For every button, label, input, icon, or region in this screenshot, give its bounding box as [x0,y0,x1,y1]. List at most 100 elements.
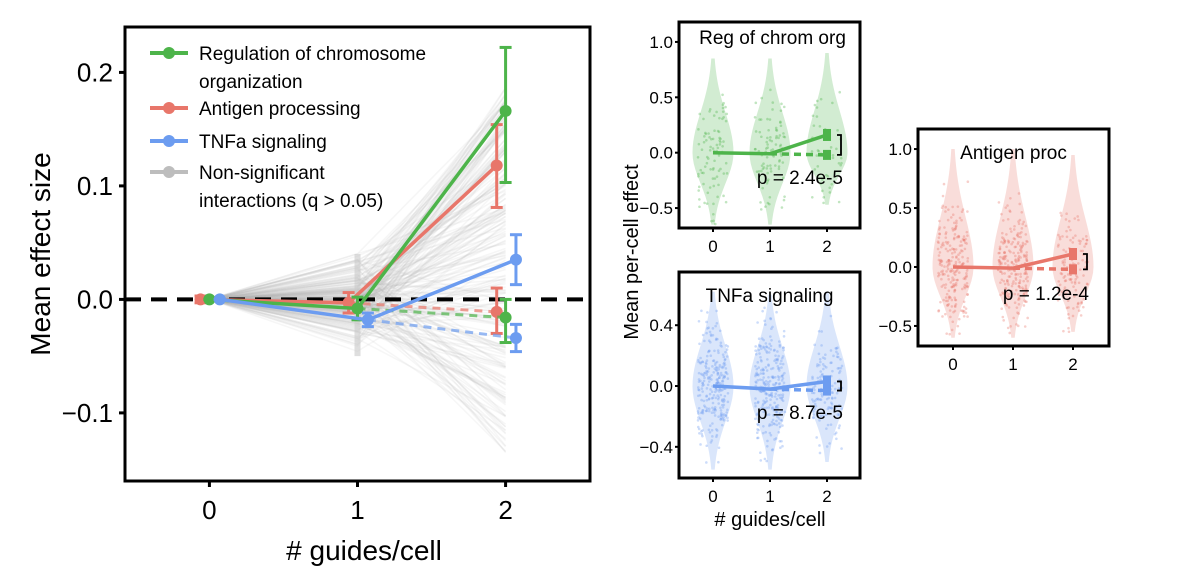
cell-point [712,219,715,223]
cell-point [826,174,830,178]
cell-point [957,253,960,257]
cell-point [831,101,834,105]
cell-point [1080,302,1083,305]
cell-point [781,346,785,350]
cell-point [769,316,772,320]
cell-point [705,369,708,373]
cell-point [943,265,946,268]
cell-point [1016,232,1020,235]
cell-point [718,143,722,146]
cell-point [1060,272,1064,276]
x-tick-label: 1 [350,495,364,525]
cell-point [700,410,704,414]
cell-point [835,350,838,354]
cell-point [705,387,709,390]
cell-point [757,366,761,369]
expected-marker [823,149,831,160]
cell-point [960,309,963,312]
cell-point [776,406,780,410]
cell-point [950,285,954,289]
cell-point [946,274,950,278]
cell-point [705,409,708,412]
cell-point [758,118,761,121]
cell-point [754,397,757,400]
cell-point [713,349,716,353]
cell-point [938,232,941,235]
cell-point [953,304,957,308]
cell-point [822,367,825,371]
cell-point [696,386,700,389]
cell-point [1003,240,1007,243]
cell-point [763,348,767,351]
cell-point [756,373,760,376]
data-point-blue [509,253,522,266]
cell-point [1059,211,1062,215]
cell-point [717,446,721,450]
cell-point [724,119,728,123]
cell-point [707,349,711,353]
observed-marker [823,128,831,141]
cell-point [1073,217,1077,220]
cell-point [999,270,1003,274]
cell-point [769,317,773,321]
cell-point [722,140,725,143]
cell-point [724,371,728,374]
cell-point [1062,248,1065,252]
cell-point [761,167,765,171]
cell-point [769,136,772,139]
cell-point [717,460,720,464]
cell-point [815,154,819,157]
cell-point [1025,293,1029,296]
cell-point [819,398,823,402]
legend-label: interactions (q > 0.05) [199,191,383,212]
cell-point [717,390,721,393]
cell-point [1014,258,1017,261]
cell-point [818,419,821,422]
cell-point [720,416,723,419]
cell-point [706,383,710,387]
cell-point [1003,251,1006,255]
expected-point-green [499,311,512,324]
cell-point [1005,304,1009,307]
cell-point [821,356,825,359]
cell-point [774,143,778,146]
cell-point [1079,249,1083,253]
legend: Regulation of chromosome organization Anti… [150,44,426,212]
cell-point [760,96,763,100]
cell-point [706,370,710,373]
cell-point [817,352,821,356]
cell-point [1021,244,1024,248]
cell-point [817,150,821,153]
cell-point [759,459,763,462]
cell-point [754,373,758,376]
cell-point [775,405,778,409]
background-line [209,102,507,301]
cell-point [1007,275,1011,278]
legend-label: organization [199,72,303,93]
cell-point [771,101,775,104]
cell-point [1002,279,1006,283]
cell-point [721,144,724,148]
cell-point [760,359,763,363]
cell-point [1026,275,1029,279]
cell-point [769,167,773,170]
cell-point [1060,290,1064,293]
cell-point [717,415,720,419]
cell-point [774,136,778,140]
cell-point [946,265,949,268]
cell-point [1077,281,1081,285]
cell-point [765,392,769,396]
cell-point [712,408,715,412]
cell-point [1016,259,1020,263]
cell-point [719,417,723,421]
cell-point [1063,288,1066,292]
cell-point [713,177,717,180]
cell-point [837,426,841,430]
cell-point [722,365,726,368]
cell-point [1000,212,1003,216]
cell-point [696,419,700,422]
cell-point [1009,325,1012,328]
cell-point [999,281,1002,284]
cell-point [780,374,784,378]
